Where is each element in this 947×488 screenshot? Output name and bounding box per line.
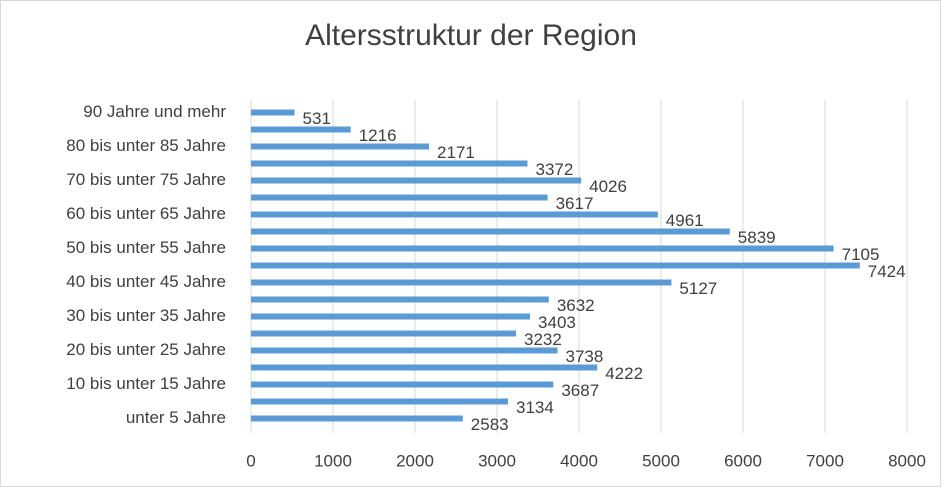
bar bbox=[251, 245, 834, 252]
data-label: 4222 bbox=[605, 364, 643, 383]
data-label: 3738 bbox=[566, 347, 604, 366]
data-label: 2583 bbox=[471, 415, 509, 434]
x-tick-label: 6000 bbox=[724, 451, 762, 470]
bar bbox=[251, 347, 558, 354]
data-label: 3617 bbox=[556, 194, 594, 213]
data-label: 3134 bbox=[516, 398, 554, 417]
data-label: 3632 bbox=[557, 296, 595, 315]
bar bbox=[251, 177, 582, 184]
bar bbox=[251, 109, 295, 116]
y-tick-label: 80 bis unter 85 Jahre bbox=[66, 136, 226, 155]
chart-title: Altersstruktur der Region bbox=[305, 19, 637, 52]
y-tick-label: 50 bis unter 55 Jahre bbox=[66, 238, 226, 257]
bar bbox=[251, 160, 528, 167]
data-label: 4026 bbox=[589, 177, 627, 196]
data-label: 1216 bbox=[359, 126, 397, 145]
data-label: 531 bbox=[303, 109, 331, 128]
data-label: 5839 bbox=[738, 228, 776, 247]
bar bbox=[251, 296, 549, 303]
x-tick-label: 8000 bbox=[888, 451, 926, 470]
bar bbox=[251, 364, 598, 371]
x-tick-label: 7000 bbox=[806, 451, 844, 470]
y-tick-label: 70 bis unter 75 Jahre bbox=[66, 170, 226, 189]
data-label: 7105 bbox=[842, 245, 880, 264]
y-tick-label: 60 bis unter 65 Jahre bbox=[66, 204, 226, 223]
bar bbox=[251, 211, 658, 218]
x-tick-label: 3000 bbox=[478, 451, 516, 470]
x-tick-label: 5000 bbox=[642, 451, 680, 470]
data-label: 3687 bbox=[561, 381, 599, 400]
data-label: 2171 bbox=[437, 143, 475, 162]
y-tick-label: 10 bis unter 15 Jahre bbox=[66, 374, 226, 393]
bar bbox=[251, 398, 508, 405]
y-tick-label: 30 bis unter 35 Jahre bbox=[66, 306, 226, 325]
bar bbox=[251, 279, 672, 286]
bar bbox=[251, 330, 517, 337]
y-tick-label: unter 5 Jahre bbox=[126, 408, 226, 427]
y-tick-label: 40 bis unter 45 Jahre bbox=[66, 272, 226, 291]
y-tick-label: 90 Jahre und mehr bbox=[83, 102, 226, 121]
bar bbox=[251, 313, 531, 320]
bar bbox=[251, 126, 351, 133]
bar bbox=[251, 381, 554, 388]
x-tick-label: 4000 bbox=[560, 451, 598, 470]
bar bbox=[251, 262, 860, 269]
x-tick-label: 0 bbox=[246, 451, 255, 470]
data-label: 4961 bbox=[666, 211, 704, 230]
data-label: 3232 bbox=[524, 330, 562, 349]
bar bbox=[251, 143, 430, 150]
data-label: 3403 bbox=[538, 313, 576, 332]
bar bbox=[251, 415, 463, 422]
x-tick-label: 2000 bbox=[396, 451, 434, 470]
data-label: 7424 bbox=[868, 262, 906, 281]
bar bbox=[251, 194, 548, 201]
bar bbox=[251, 228, 730, 235]
y-tick-label: 20 bis unter 25 Jahre bbox=[66, 340, 226, 359]
x-tick-label: 1000 bbox=[314, 451, 352, 470]
data-label: 5127 bbox=[679, 279, 717, 298]
data-label: 3372 bbox=[536, 160, 574, 179]
